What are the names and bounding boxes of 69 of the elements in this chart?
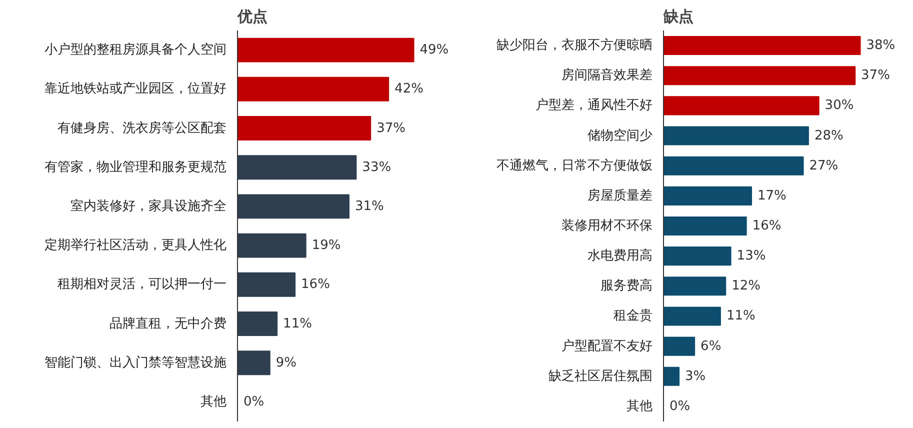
y-tick-label: 智能门锁、出入门禁等智慧设施 (44, 354, 226, 370)
data-label: 0% (244, 394, 264, 410)
y-tick-label: 储物空间少 (588, 128, 652, 144)
data-label: 12% (732, 278, 761, 294)
bar (664, 186, 752, 206)
y-tick-label: 缺乏社区居住氛围 (548, 368, 652, 384)
bar (238, 194, 350, 219)
y-tick-label: 靠近地铁站或产业园区，位置好 (44, 82, 226, 97)
data-label: 16% (752, 218, 782, 234)
y-tick-label: 品牌直租，无中介费 (110, 316, 226, 332)
bar (238, 350, 270, 376)
data-label: 11% (283, 316, 312, 332)
data-label: 0% (670, 398, 690, 414)
data-label: 37% (376, 120, 406, 136)
data-label: 17% (758, 188, 786, 204)
y-tick-label: 定期举行社区活动，更具人性化 (44, 238, 226, 254)
y-tick-label: 缺少阳台，衣服不方便晾晒 (496, 37, 652, 54)
y-tick-label: 小户型的整租房源具备个人空间 (44, 42, 226, 58)
bar (238, 233, 306, 258)
data-label: 33% (362, 160, 392, 175)
bar (238, 312, 278, 336)
bar (664, 306, 721, 326)
y-tick-label: 其他 (200, 394, 226, 410)
bar (664, 66, 856, 86)
data-label: 27% (809, 158, 838, 174)
bar (238, 38, 414, 62)
bar (664, 336, 696, 356)
chart-title: 优点 (236, 8, 268, 26)
bar (664, 216, 747, 236)
bar (664, 126, 809, 146)
y-tick-label: 水电费用高 (588, 248, 652, 264)
data-label: 37% (861, 68, 890, 84)
y-tick-label: 服务费高 (600, 278, 652, 294)
data-label: 9% (276, 355, 296, 370)
data-label: 13% (736, 248, 766, 264)
bar (238, 272, 296, 297)
y-tick-label: 户型差，通风性不好 (536, 98, 652, 114)
bar (664, 36, 861, 56)
data-label: 6% (700, 338, 722, 354)
y-tick-label: 有健身房、洗衣房等公区配套 (58, 120, 226, 136)
data-label: 30% (824, 98, 854, 114)
y-tick-label: 不通燃气，日常不方便做饭 (496, 157, 652, 174)
data-label: 11% (726, 308, 756, 324)
bar (664, 246, 732, 266)
chart-title: 缺点 (662, 8, 694, 26)
y-tick-label: 有管家，物业管理和服务更规范 (44, 158, 226, 175)
y-tick-label: 户型配置不友好 (562, 338, 652, 354)
bar (238, 76, 390, 102)
data-label: 49% (420, 42, 449, 58)
y-tick-label: 其他 (626, 398, 652, 414)
data-label: 28% (814, 128, 844, 144)
bar (664, 156, 804, 176)
bar (664, 96, 820, 116)
y-tick-label: 房屋质量差 (588, 187, 652, 204)
data-label: 38% (866, 38, 896, 54)
bar (238, 155, 357, 180)
data-label: 31% (354, 198, 384, 214)
bar (238, 116, 372, 140)
data-label: 16% (301, 277, 330, 292)
y-tick-label: 房间隔音效果差 (562, 67, 652, 84)
y-tick-label: 室内装修好，家具设施齐全 (70, 198, 226, 214)
data-label: 42% (394, 82, 424, 97)
y-tick-label: 租金贵 (614, 308, 652, 324)
bar (664, 366, 680, 386)
y-tick-label: 装修用材不环保 (562, 218, 652, 234)
y-tick-label: 租期相对灵活，可以押一付一 (58, 277, 226, 292)
data-label: 3% (685, 368, 706, 384)
data-label: 19% (312, 238, 341, 254)
bar (664, 276, 726, 296)
